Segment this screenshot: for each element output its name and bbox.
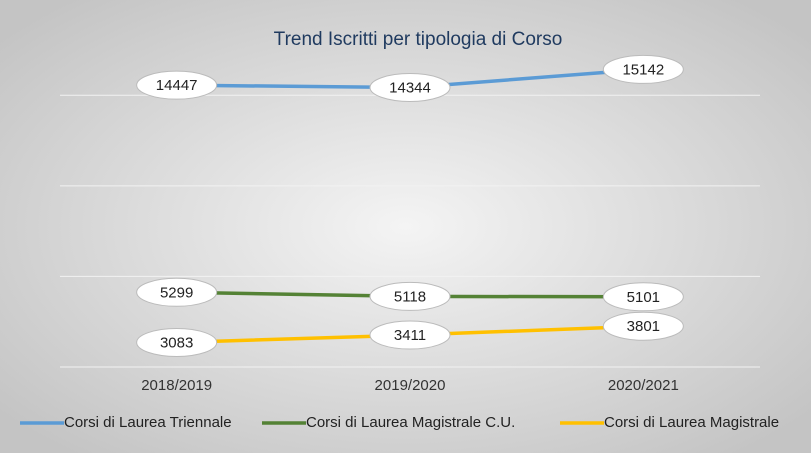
data-label-bubble bbox=[602, 311, 684, 341]
data-label: 5101 bbox=[602, 282, 684, 312]
data-label-bubble bbox=[369, 320, 451, 350]
data-label-bubble bbox=[136, 327, 218, 357]
legend-label: Corsi di Laurea Triennale bbox=[64, 414, 232, 431]
data-label-text: 14447 bbox=[156, 77, 198, 94]
data-label-text: 5118 bbox=[394, 288, 426, 305]
data-label-text: 3801 bbox=[627, 318, 660, 335]
data-label-text: 3083 bbox=[160, 334, 193, 351]
legend-label: Corsi di Laurea Magistrale C.U. bbox=[306, 414, 515, 431]
data-label-bubble bbox=[136, 70, 218, 100]
data-label: 15142 bbox=[602, 54, 684, 84]
data-label: 5118 bbox=[369, 281, 451, 311]
data-label-text: 3411 bbox=[394, 327, 426, 344]
data-label-bubble bbox=[136, 277, 218, 307]
chart-title: Trend Iscritti per tipologia di Corso bbox=[274, 29, 563, 50]
data-label-bubble bbox=[369, 72, 451, 102]
x-tick-label: 2020/2021 bbox=[608, 377, 679, 394]
data-label: 3411 bbox=[369, 320, 451, 350]
data-label: 3083 bbox=[136, 327, 218, 357]
data-label-bubble bbox=[602, 54, 684, 84]
data-label: 14344 bbox=[369, 72, 451, 102]
data-label-bubble bbox=[602, 282, 684, 312]
data-label: 5299 bbox=[136, 277, 218, 307]
data-label: 14447 bbox=[136, 70, 218, 100]
data-label-text: 5299 bbox=[160, 284, 193, 301]
data-label-bubble bbox=[369, 281, 451, 311]
data-label-text: 14344 bbox=[389, 79, 431, 96]
x-tick-label: 2019/2020 bbox=[375, 377, 446, 394]
x-tick-label: 2018/2019 bbox=[141, 377, 212, 394]
data-label-text: 15142 bbox=[622, 61, 664, 78]
data-label-text: 5101 bbox=[627, 289, 660, 306]
legend-label: Corsi di Laurea Magistrale bbox=[604, 414, 779, 431]
data-label: 3801 bbox=[602, 311, 684, 341]
